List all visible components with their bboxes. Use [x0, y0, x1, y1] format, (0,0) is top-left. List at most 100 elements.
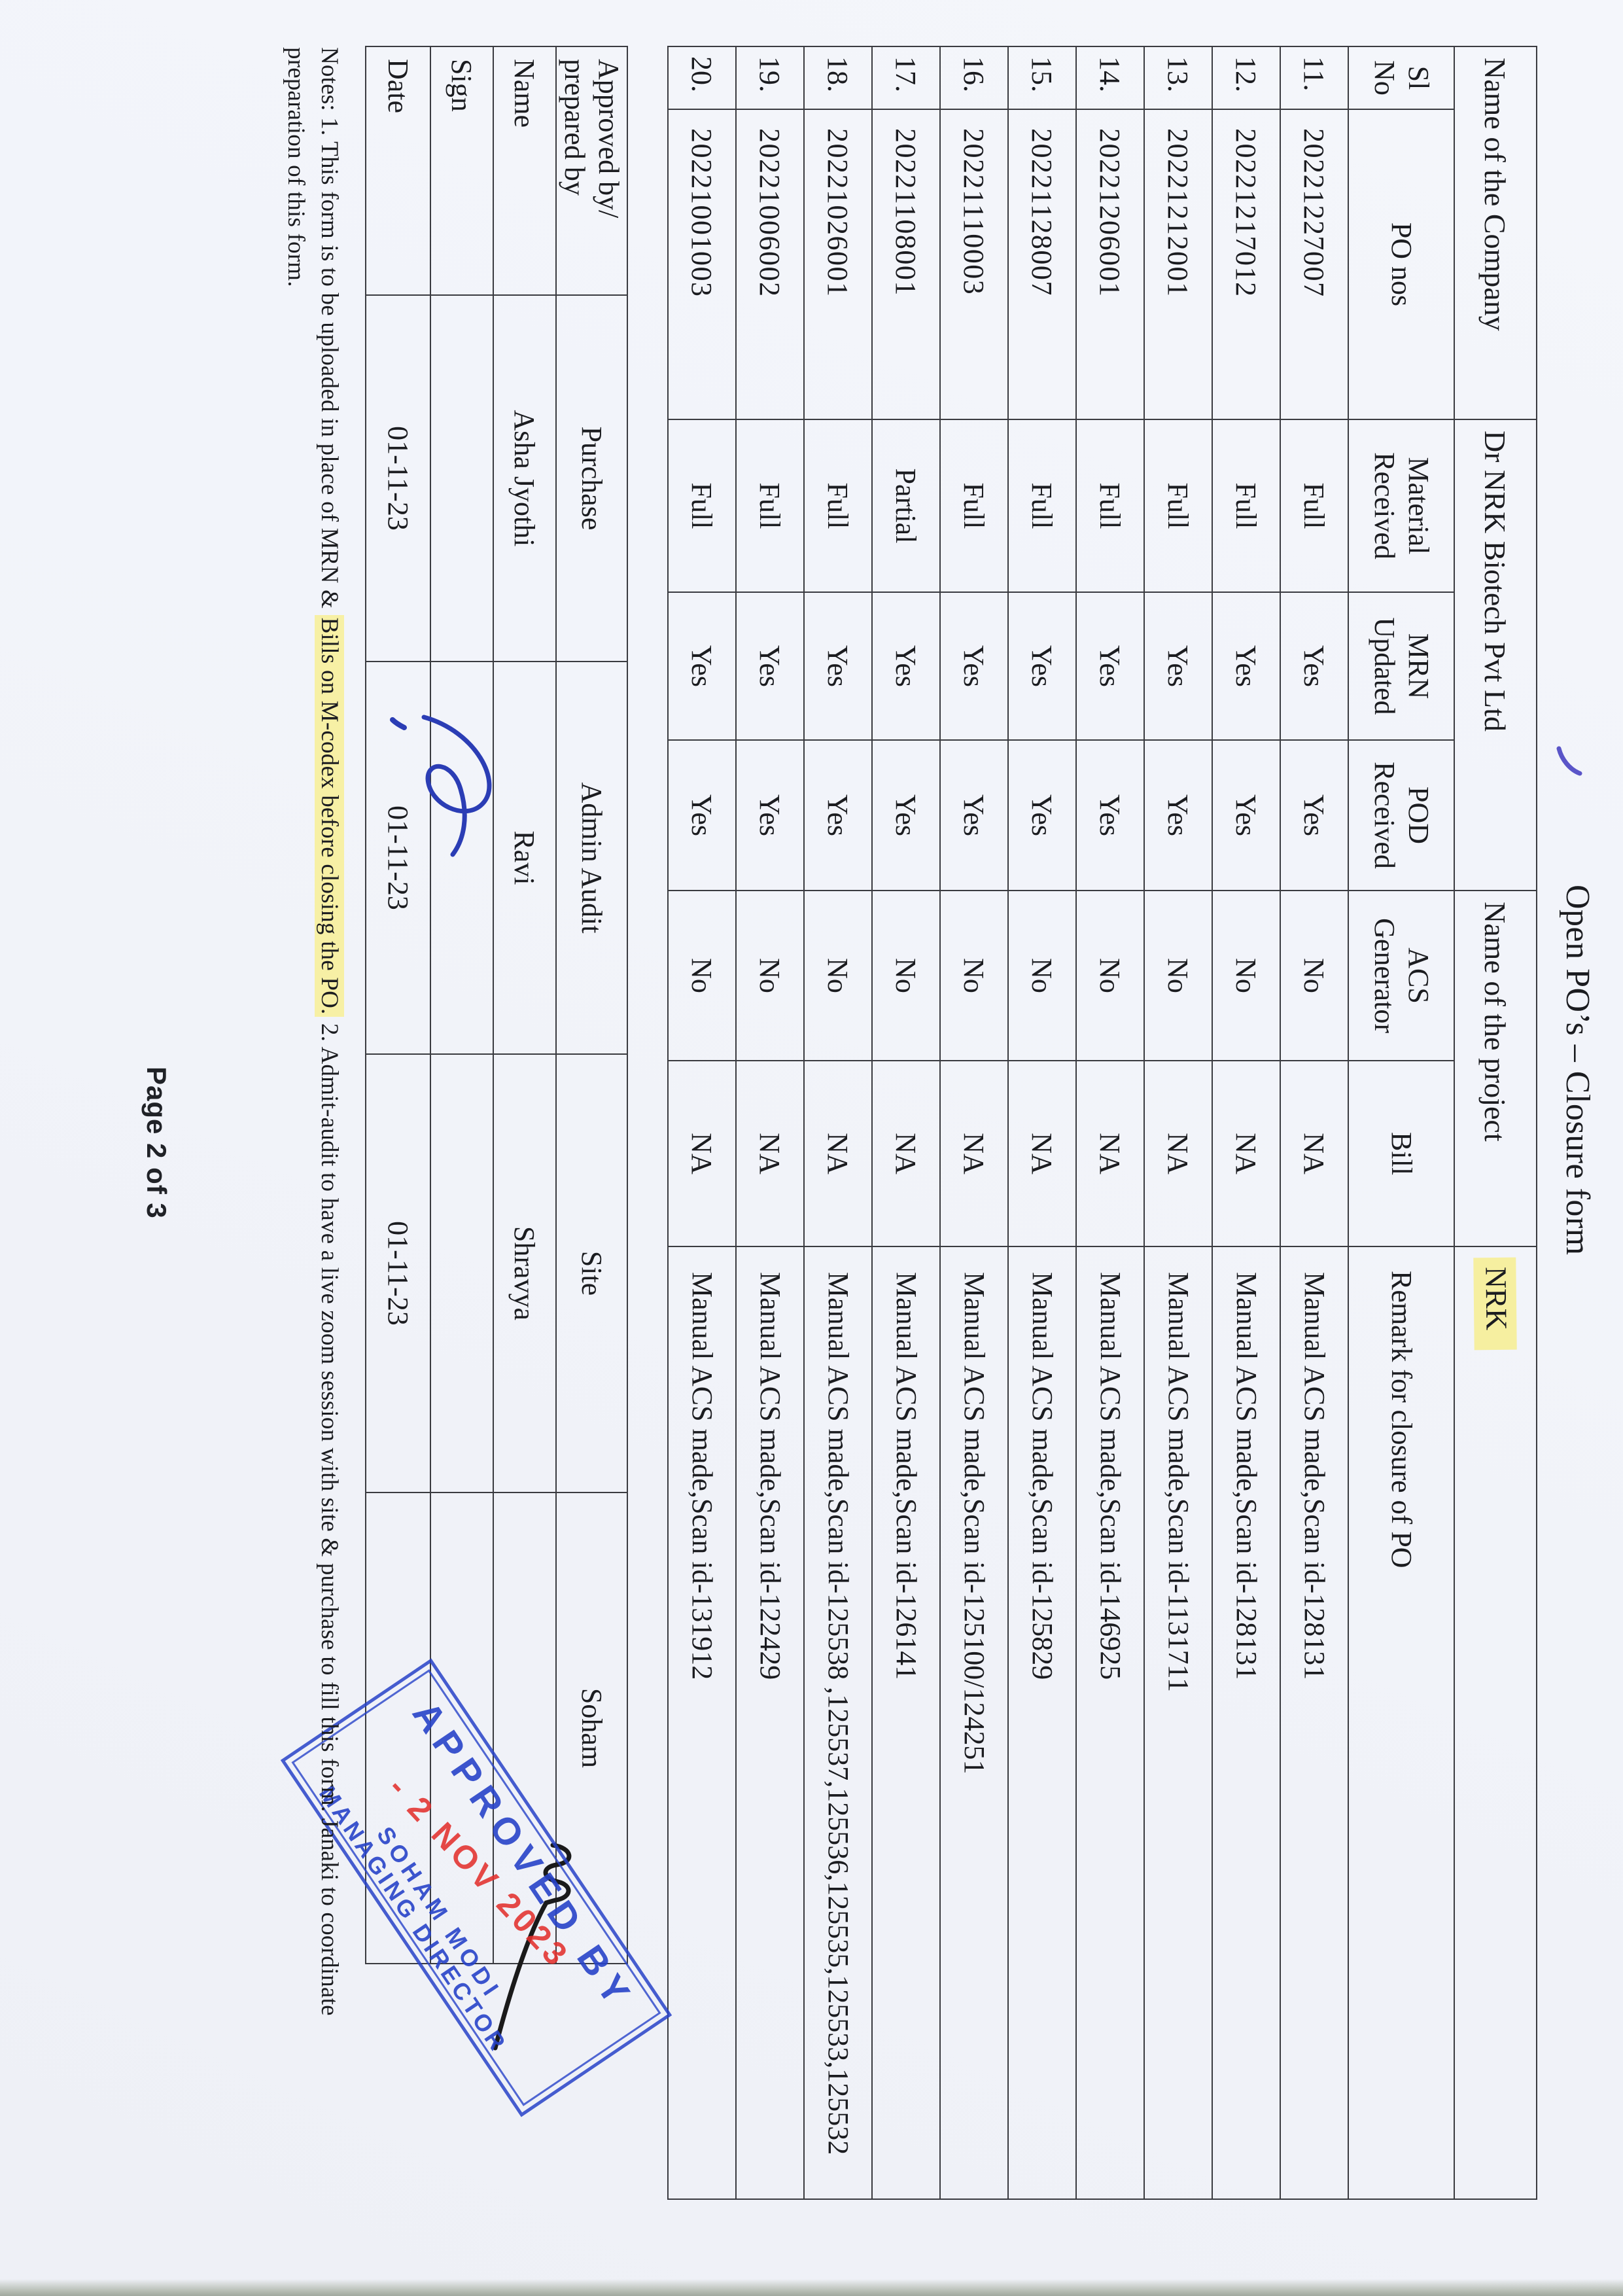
table-row: 19. 20221006002 Full Yes Yes No NA Manual ACS m… [736, 46, 804, 2200]
cell-material: Full [1212, 419, 1280, 593]
cell-remark: Manual ACS made,Scan id-122429 [736, 1246, 804, 2200]
cell-acs: No [668, 891, 736, 1061]
company-label-cell: Name of the Company [1454, 46, 1537, 420]
cell-acs: No [1212, 891, 1280, 1061]
cell-bill: NA [668, 1061, 736, 1247]
pen-mark-icon [1556, 746, 1582, 776]
cell-mrn: Yes [940, 592, 1008, 741]
project-tag-highlight: NRK [1473, 1257, 1518, 1351]
header-bill: Bill [1348, 1061, 1454, 1247]
cell-remark: Manual ACS made,Scan id-131912 [668, 1246, 736, 2200]
cell-remark: Manual ACS made,Scan id-128131 [1280, 1246, 1348, 2200]
company-name-cell: Dr NRK Biotech Pvt Ltd [1454, 419, 1537, 891]
name-row-label: Name [493, 46, 556, 295]
cell-mrn: Yes [1280, 592, 1348, 741]
cell-pod: Yes [1076, 740, 1144, 891]
cell-mrn: Yes [1212, 592, 1280, 741]
cell-pod: Yes [736, 740, 804, 891]
cell-pod: Yes [1212, 740, 1280, 891]
cell-sl: 20. [668, 46, 736, 109]
po-closure-table: Name of the Company Dr NRK Biotech Pvt L… [667, 46, 1537, 2200]
table-row: 15. 20221128007 Full Yes Yes No NA Manual ACS m… [1008, 46, 1076, 2200]
sign-site [430, 1054, 493, 1492]
project-name-cell: NRK [1454, 1246, 1537, 2200]
cell-acs: No [736, 891, 804, 1061]
date-site: 01-11-23 [366, 1054, 430, 1492]
role-purchase: Purchase [556, 295, 627, 662]
cell-pod: Yes [1280, 740, 1348, 891]
cell-sl: 11. [1280, 46, 1348, 109]
cell-material: Full [668, 419, 736, 593]
cell-material: Full [940, 419, 1008, 593]
date-row-label: Date [366, 46, 430, 295]
cell-bill: NA [1008, 1061, 1076, 1247]
cell-pod: Yes [804, 740, 872, 891]
header-pod-received: POD Received [1348, 740, 1454, 891]
cell-mrn: Yes [1008, 592, 1076, 741]
cell-mrn: Yes [736, 592, 804, 741]
cell-sl: 18. [804, 46, 872, 109]
approval-name-row: Name Asha Jyothi Ravi Shravya [493, 46, 556, 1964]
cell-remark: Manual ACS made,Scan id-125829 [1008, 1246, 1076, 2200]
ravi-signature [390, 715, 492, 857]
cell-mrn: Yes [668, 592, 736, 741]
cell-remark: Manual ACS made,Scan id-125100/124251 [940, 1246, 1008, 2200]
cell-po: 20221227007 [1280, 109, 1348, 420]
date-purchase: 01-11-23 [366, 295, 430, 662]
cell-mrn: Yes [1144, 592, 1212, 741]
page-number: Page 2 of 3 [141, 1067, 172, 1219]
table-row: 20. 20221001003 Full Yes Yes No NA Manual ACS m… [668, 46, 736, 2200]
cell-acs: No [1008, 891, 1076, 1061]
cell-pod: Yes [872, 740, 940, 891]
notes-prefix: Notes: 1. This form is to be uploaded in… [316, 47, 343, 615]
cell-acs: No [804, 891, 872, 1061]
table-row: 13. 20221212001 Full Yes Yes No NA Manual ACS m… [1144, 46, 1212, 2200]
po-table-body: 11. 20221227007 Full Yes Yes No NA Manual ACS m… [668, 46, 1348, 2200]
table-row: 18. 20221026001 Full Yes Yes No NA Manual ACS m… [804, 46, 872, 2200]
scan-edge-shadow [0, 2279, 1623, 2296]
cell-mrn: Yes [804, 592, 872, 741]
table-row: 12. 20221217012 Full Yes Yes No NA Manual ACS m… [1212, 46, 1280, 2200]
cell-bill: NA [804, 1061, 872, 1247]
cell-po: 20221206001 [1076, 109, 1144, 420]
header-sl-no: Sl No [1348, 46, 1454, 109]
table-row: 11. 20221227007 Full Yes Yes No NA Manual ACS m… [1280, 46, 1348, 2200]
cell-material: Full [736, 419, 804, 593]
header-mrn-updated: MRN Updated [1348, 592, 1454, 741]
notes: Notes: 1. This form is to be uploaded in… [279, 47, 346, 2272]
role-site: Site [556, 1054, 627, 1492]
cell-po: 20221217012 [1212, 109, 1280, 420]
cell-remark: Manual ACS made,Scan id-128131 [1212, 1246, 1280, 2200]
cell-remark: Manual ACS made,Scan id-146925 [1076, 1246, 1144, 2200]
cell-remark: Manual ACS made,Scan id-1131711 [1144, 1246, 1212, 2200]
cell-bill: NA [1280, 1061, 1348, 1247]
cell-sl: 12. [1212, 46, 1280, 109]
table-row: 14. 20221206001 Full Yes Yes No NA Manual ACS m… [1076, 46, 1144, 2200]
name-purchase: Asha Jyothi [493, 295, 556, 662]
cell-material: Full [1280, 419, 1348, 593]
approval-header-row: Approved by/ prepared by Purchase Admin … [556, 46, 627, 1964]
cell-pod: Yes [1144, 740, 1212, 891]
cell-bill: NA [872, 1061, 940, 1247]
page-title: Open PO’s – Closure form [1559, 885, 1596, 1256]
cell-material: Full [1144, 419, 1212, 593]
cell-po: 20221110003 [940, 109, 1008, 420]
cell-bill: NA [940, 1061, 1008, 1247]
cell-remark: Manual ACS made,Scan id-125538 ,125537,1… [804, 1246, 872, 2200]
column-header-row: Sl No PO nos Material Received MRN Updat… [1348, 46, 1454, 2200]
cell-acs: No [1280, 891, 1348, 1061]
super-header-row: Name of the Company Dr NRK Biotech Pvt L… [1454, 46, 1537, 2200]
notes-line-2: preparation of this form. [282, 47, 309, 287]
header-po-nos: PO nos [1348, 109, 1454, 420]
cell-mrn: Yes [872, 592, 940, 741]
cell-material: Partial [872, 419, 940, 593]
cell-acs: No [940, 891, 1008, 1061]
header-remark: Remark for closure of PO [1348, 1246, 1454, 2200]
cell-material: Full [1076, 419, 1144, 593]
soham-signature [493, 1843, 572, 2051]
cell-pod: Yes [668, 740, 736, 891]
notes-line-1: Notes: 1. This form is to be uploaded in… [313, 47, 346, 2272]
header-material-received: Material Received [1348, 419, 1454, 593]
